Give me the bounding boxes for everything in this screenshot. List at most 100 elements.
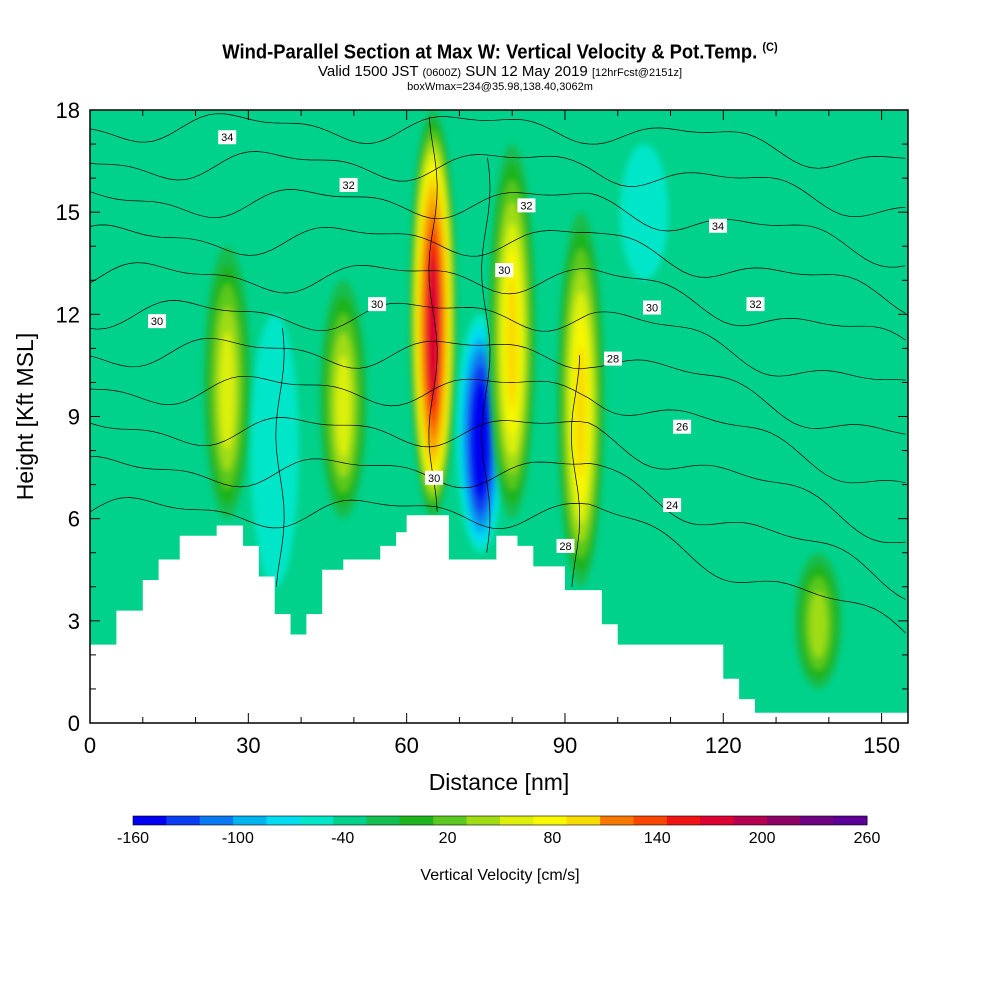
velocity-cell xyxy=(620,144,669,281)
colorbar-swatch xyxy=(199,816,234,825)
colorbar-swatch xyxy=(266,816,301,825)
svg-text:30: 30 xyxy=(151,316,163,328)
y-axis-label: Height [Kft MSL] xyxy=(12,333,38,500)
theta-contours xyxy=(90,113,906,634)
chart-title-mark: (C) xyxy=(762,40,778,54)
colorbar-swatch xyxy=(299,816,334,825)
terrain-mask xyxy=(90,515,908,723)
y-tick-label: 0 xyxy=(68,711,80,736)
colorbar-swatch xyxy=(333,816,368,825)
y-axis: 0 3 6 9 12 15 18 xyxy=(56,98,908,736)
colorbar-swatch xyxy=(633,816,668,825)
velocity-contour-fill xyxy=(575,345,587,479)
colorbar-swatch xyxy=(366,816,401,825)
velocity-contour-fill xyxy=(474,399,487,484)
colorbar-swatch xyxy=(766,816,801,825)
theta-contour-label: 28 xyxy=(556,538,575,553)
theta-contour-line xyxy=(90,455,906,600)
theta-contour-label: 26 xyxy=(673,419,692,434)
subtitle-utc: (0600Z) xyxy=(422,66,462,79)
colorbar-tick-label: -40 xyxy=(331,830,354,847)
x-axis: 0 30 60 90 120 150 xyxy=(84,110,900,758)
theta-contour-line xyxy=(481,157,491,553)
theta-contour-label: 30 xyxy=(148,314,167,329)
colorbar-swatch xyxy=(133,816,167,825)
theta-contour-label: 34 xyxy=(218,130,237,145)
velocity-cell xyxy=(556,212,605,587)
colorbar-swatch xyxy=(433,816,468,825)
theta-contour-label: 30 xyxy=(368,297,387,312)
svg-text:30: 30 xyxy=(428,473,440,485)
colorbar-swatch xyxy=(466,816,501,825)
svg-text:28: 28 xyxy=(607,354,619,366)
colorbar-tick-label: 140 xyxy=(644,830,671,847)
chart-subtitle: Valid 1500 JST (0600Z) SUN 12 May 2019 [… xyxy=(0,62,1000,81)
colorbar-tick-label: 200 xyxy=(749,830,776,847)
theta-contour-label: 30 xyxy=(495,263,514,278)
svg-text:32: 32 xyxy=(749,299,761,311)
svg-text:32: 32 xyxy=(342,180,354,192)
colorbar-swatch xyxy=(233,816,267,825)
svg-text:34: 34 xyxy=(221,132,233,144)
theta-contour-line xyxy=(90,417,906,544)
velocity-field xyxy=(203,110,843,689)
chart-subtitle2: boxWmax=234@35.98,138.40,3062m xyxy=(407,80,593,93)
theta-contour-line xyxy=(90,151,906,218)
svg-text:30: 30 xyxy=(371,299,383,311)
velocity-cell xyxy=(409,110,458,519)
colorbar-swatch xyxy=(533,816,568,825)
colorbar-swatch xyxy=(800,816,835,825)
y-tick-label: 6 xyxy=(68,507,80,532)
theta-contour-labels: 34 32 30 30 30 32 30 28 28 30 34 32 26 24 xyxy=(148,130,765,553)
velocity-contour-fill xyxy=(219,332,235,450)
velocity-cell xyxy=(250,314,299,587)
chart-title-line: Wind-Parallel Section at Max W: Vertical… xyxy=(40,36,960,64)
velocity-contour-fill xyxy=(336,355,351,458)
plot-area: 34 32 30 30 30 32 30 28 28 30 34 32 26 24 xyxy=(89,109,909,724)
theta-contour-line xyxy=(90,189,906,268)
theta-contour-label: 32 xyxy=(517,198,536,213)
x-tick-label: 0 xyxy=(84,733,96,758)
theta-contour-label: 24 xyxy=(663,498,682,513)
velocity-contour-fill xyxy=(259,358,290,553)
theta-contour-label: 32 xyxy=(339,177,358,192)
colorbar-tick-label: 20 xyxy=(439,830,457,847)
svg-text:24: 24 xyxy=(666,500,678,512)
theta-contour-label: 30 xyxy=(643,300,662,315)
theta-contour-line xyxy=(428,116,438,512)
theta-contour-line xyxy=(90,497,906,634)
subtitle-fcst: [12hrFcst@2151z] xyxy=(591,66,682,79)
velocity-cell xyxy=(319,280,368,519)
x-tick-label: 120 xyxy=(705,733,742,758)
colorbar-tick-label: 260 xyxy=(854,830,881,847)
svg-text:28: 28 xyxy=(559,541,571,553)
theta-contour-line xyxy=(275,327,285,587)
subtitle-date: SUN 12 May 2019 xyxy=(465,62,588,80)
velocity-cell xyxy=(203,246,252,519)
velocity-contour-fill xyxy=(506,277,518,411)
velocity-cell xyxy=(794,552,843,689)
svg-text:30: 30 xyxy=(498,265,510,277)
theta-contour-label: 34 xyxy=(709,218,728,233)
colorbar-swatch xyxy=(166,816,201,825)
theta-contour-label: 28 xyxy=(603,351,622,366)
theta-contour-line xyxy=(90,337,906,435)
colorbar-swatch xyxy=(600,816,634,825)
theta-contour-line xyxy=(90,300,906,381)
chart-title: Wind-Parallel Section at Max W: Vertical… xyxy=(222,41,758,64)
title-block: Wind-Parallel Section at Max W: Vertical… xyxy=(0,36,1000,93)
velocity-contour-fill xyxy=(809,591,827,658)
theta-contour-line xyxy=(90,375,906,484)
colorbar-swatch xyxy=(566,816,601,825)
colorbar-swatch xyxy=(399,816,434,825)
colorbar: -160 -100 -40 20 80 140 200 260 xyxy=(117,815,881,847)
x-tick-label: 90 xyxy=(553,733,577,758)
y-tick-label: 9 xyxy=(68,405,80,430)
y-tick-label: 12 xyxy=(56,302,80,327)
velocity-contour-fill xyxy=(620,144,669,281)
colorbar-tick-label: 80 xyxy=(544,830,562,847)
colorbar-label: Vertical Velocity [cm/s] xyxy=(420,867,579,884)
y-tick-label: 18 xyxy=(56,98,80,123)
colorbar-swatch xyxy=(666,816,701,825)
